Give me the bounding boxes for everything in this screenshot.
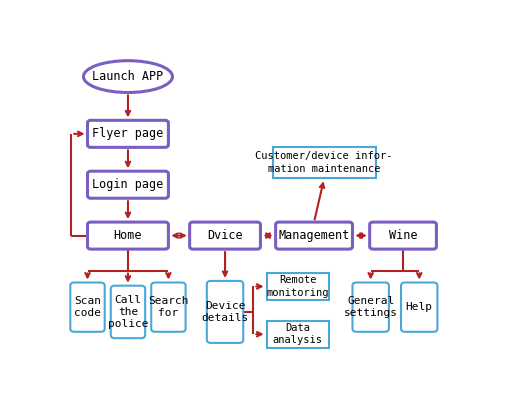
Text: Help: Help [406,302,433,312]
Text: Scan
code: Scan code [74,296,101,318]
Text: Customer/device infor-
mation maintenance: Customer/device infor- mation maintenanc… [255,151,393,173]
Text: Call
the
police: Call the police [108,294,148,329]
Bar [267,273,329,300]
Text: Home: Home [114,229,142,242]
Text: Login page: Login page [92,178,163,191]
Text: Flyer page: Flyer page [92,127,163,140]
Text: Wine: Wine [389,229,417,242]
Text: Dvice: Dvice [207,229,243,242]
Text: Data
analysis: Data analysis [273,323,323,345]
Text: Device
details: Device details [201,301,248,323]
Text: General
settings: General settings [343,296,398,318]
Bar [267,320,329,348]
Bar [272,147,376,178]
Text: Management: Management [278,229,350,242]
Text: Search
for: Search for [148,296,188,318]
Text: Launch APP: Launch APP [92,70,163,83]
Text: Remote
monitoring: Remote monitoring [267,275,329,298]
